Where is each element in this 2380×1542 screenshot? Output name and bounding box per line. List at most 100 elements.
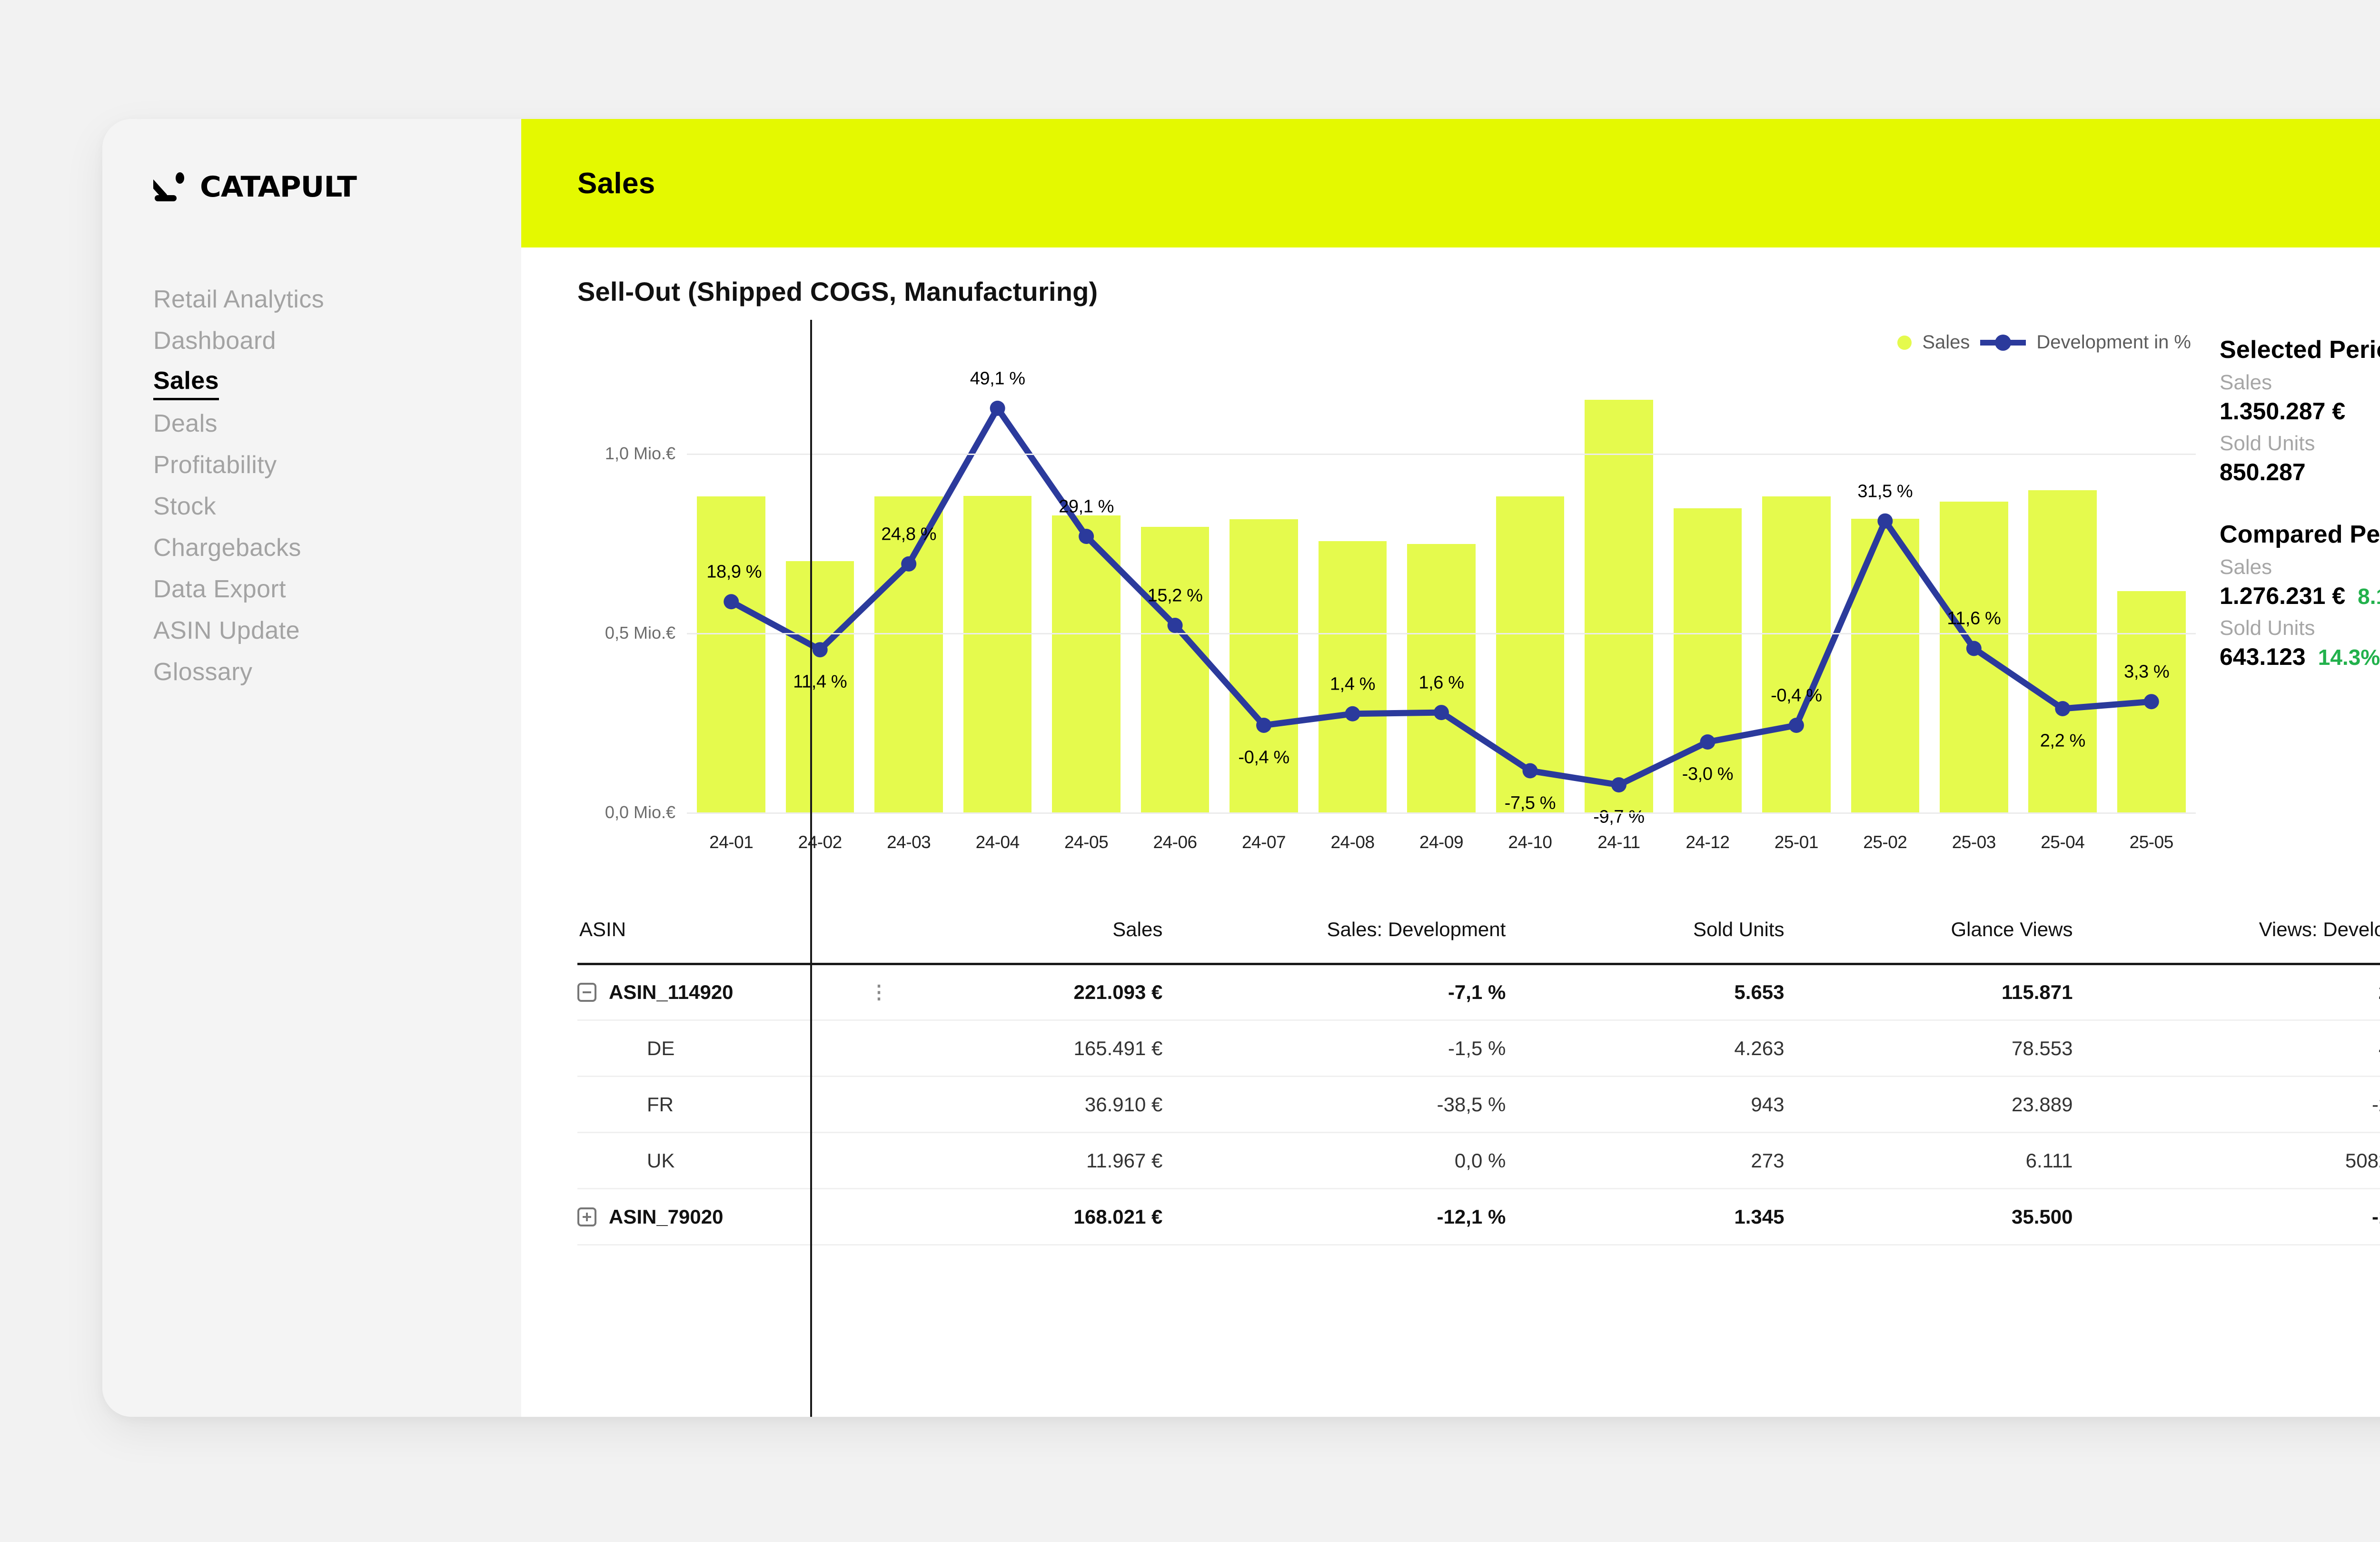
selected-period-title: Selected Period xyxy=(2220,336,2380,364)
column-header-sales[interactable]: Sales xyxy=(1112,918,1163,940)
chart-gridline xyxy=(687,454,2196,455)
column-header-sales-development[interactable]: Sales: Development xyxy=(1327,918,1506,940)
column-header-asin[interactable]: ASIN xyxy=(579,918,626,940)
selected-sales-value: 1.350.287 € xyxy=(2220,398,2346,425)
sidebar-item-retail-analytics[interactable]: Retail Analytics xyxy=(153,285,324,313)
sidebar-item-chargebacks[interactable]: Chargebacks xyxy=(153,534,301,562)
chart-bar-slot xyxy=(1220,364,1308,812)
compared-units-value: 643.123 xyxy=(2220,643,2306,670)
chart-bar-slot xyxy=(1308,364,1397,812)
table-cell-glance-views: 78.553 xyxy=(1784,1020,2073,1077)
chart-data-label: 31,5 % xyxy=(1857,481,1913,502)
chart-x-tick: 24-01 xyxy=(709,832,754,852)
legend-sales-label: Sales xyxy=(1922,332,1970,353)
collapse-icon[interactable] xyxy=(577,983,596,1002)
sidebar-item-deals[interactable]: Deals xyxy=(153,409,218,437)
table-cell-views-development: 42,0 % xyxy=(2073,1020,2380,1077)
compared-sales-delta: 8.1% xyxy=(2358,584,2380,609)
row-overflow-menu-icon[interactable]: ⋮ xyxy=(869,982,890,1003)
sidebar-item-sales[interactable]: Sales xyxy=(102,363,521,404)
chart-bar[interactable] xyxy=(1940,502,2008,812)
chart-data-label: -3,0 % xyxy=(1682,764,1734,784)
chart-x-tick: 24-09 xyxy=(1419,832,1464,852)
chart-y-axis-label: 0,5 Mio.€ xyxy=(605,623,675,643)
chart-bar-slot xyxy=(1042,364,1130,812)
chart-bar-slot xyxy=(775,364,864,812)
chart-x-tick: 24-05 xyxy=(1064,832,1109,852)
chart-x-axis-labels: 24-01 24-02 24-03 24-04 24-05 24-06 24-07 24-08… xyxy=(687,832,2196,852)
catapult-arrow-icon xyxy=(147,172,188,202)
table-cell-sales-development: -12,1 % xyxy=(1162,1188,1506,1245)
chart-bar[interactable] xyxy=(1052,515,1121,812)
selected-units-label: Sold Units xyxy=(2220,432,2315,455)
table-cell-views-development: -26,3 % xyxy=(2073,1076,2380,1133)
sidebar-item-dashboard[interactable]: Dashboard xyxy=(153,326,276,355)
kpi-panel: Selected Period Sales 1.350.287 € Sold U… xyxy=(2196,332,2380,884)
chart-x-tick: 25-02 xyxy=(1863,832,1907,852)
chart-bar[interactable] xyxy=(1230,519,1298,812)
chart-bar[interactable] xyxy=(1762,496,1831,812)
chart-x-tick: 24-12 xyxy=(1686,832,1730,852)
selected-units-value: 850.287 xyxy=(2220,459,2306,485)
sidebar-item-asin-update[interactable]: ASIN Update xyxy=(153,616,300,644)
table-cell-glance-views: 6.111 xyxy=(1784,1132,2073,1189)
table-cell-sold-units: 4.263 xyxy=(1506,1020,1785,1077)
chart-bar-slot xyxy=(864,364,953,812)
chart-bar-slot xyxy=(1663,364,1752,812)
chart-data-label: 24,8 % xyxy=(881,524,937,544)
table-cell-marketplace: FR xyxy=(577,1076,904,1133)
chart-bar-slot xyxy=(1486,364,1574,812)
chart-data-label: -0,4 % xyxy=(1771,685,1822,706)
chart-data-label: 3,3 % xyxy=(2124,662,2170,682)
sidebar-item-glossary[interactable]: Glossary xyxy=(153,658,253,686)
sidebar-item-stock[interactable]: Stock xyxy=(153,492,217,520)
chart-bar[interactable] xyxy=(1140,527,1210,812)
column-header-glance-views[interactable]: Glance Views xyxy=(1951,918,2073,940)
chart-data-label: -0,4 % xyxy=(1238,747,1289,768)
chart-x-tick: 25-05 xyxy=(2129,832,2174,852)
chart-bar[interactable] xyxy=(697,496,766,812)
chart-plot-area: 18,9 % 11,4 % 24,8 % 49,1 % 29,1 % 15,2 % -0,4… xyxy=(605,364,2196,827)
chart-x-tick: 25-01 xyxy=(1774,832,1819,852)
brand-logo[interactable]: CATAPULT xyxy=(102,170,521,204)
chart-bar[interactable] xyxy=(963,495,1032,812)
chart-y-axis-label: 0,0 Mio.€ xyxy=(605,802,675,822)
chart-data-label: 15,2 % xyxy=(1147,585,1203,606)
chart-bar-slot xyxy=(1930,364,2018,812)
table-cell-views-development: 20,0 % xyxy=(2073,964,2380,1021)
chart-data-label: 29,1 % xyxy=(1059,496,1114,517)
chart-bar[interactable] xyxy=(1585,400,1653,812)
chart-x-tick: 24-06 xyxy=(1153,832,1198,852)
sidebar-item-profitability[interactable]: Profitability xyxy=(153,451,277,479)
table-cell-asin-group: ASIN_114920 ⋮ xyxy=(577,964,904,1021)
chart-bar[interactable] xyxy=(1851,518,1920,812)
sales-chart: Sales Development in % 18,9 % 11,4 % 24,8 … xyxy=(577,332,2196,884)
sidebar-nav: Retail Analytics Dashboard Sales Deals P… xyxy=(102,280,521,694)
chart-x-tick: 25-04 xyxy=(2041,832,2085,852)
chart-x-tick: 24-02 xyxy=(798,832,843,852)
table-cell-glance-views: 35.500 xyxy=(1784,1188,2073,1245)
table-cell-sold-units: 5.653 xyxy=(1506,964,1785,1021)
chart-bar[interactable] xyxy=(2028,490,2097,812)
compared-units-delta: 14.3% xyxy=(2318,645,2380,670)
table-row[interactable]: ASIN_114920 ⋮ 221.093 €-7,1 %5.653115.8712… xyxy=(577,964,2380,1021)
chart-bar-slot xyxy=(1575,364,1663,812)
table-row[interactable]: ASIN_79020 168.021 €-12,1 %1.34535.500-17… xyxy=(577,1188,2380,1245)
chart-data-label: 1,6 % xyxy=(1418,672,1464,693)
compared-sales-label: Sales xyxy=(2220,555,2272,579)
table-cell-sales-development: -38,5 % xyxy=(1162,1076,1506,1133)
expand-icon[interactable] xyxy=(577,1207,596,1226)
sidebar-item-data-export[interactable]: Data Export xyxy=(153,575,286,603)
chart-bar[interactable] xyxy=(2117,591,2186,812)
chart-gridline xyxy=(687,633,2196,635)
table-cell-sales-development: -1,5 % xyxy=(1162,1020,1506,1077)
asin-table: ASIN Sales Sales: Development Sold Units… xyxy=(577,918,2380,1245)
chart-bar[interactable] xyxy=(1496,496,1565,812)
table-cell-sales: 221.093 € xyxy=(904,964,1163,1021)
table-cell-marketplace: DE xyxy=(577,1020,904,1077)
column-header-views-development[interactable]: Views: Development xyxy=(2259,918,2380,940)
column-header-sold-units[interactable]: Sold Units xyxy=(1693,918,1785,940)
